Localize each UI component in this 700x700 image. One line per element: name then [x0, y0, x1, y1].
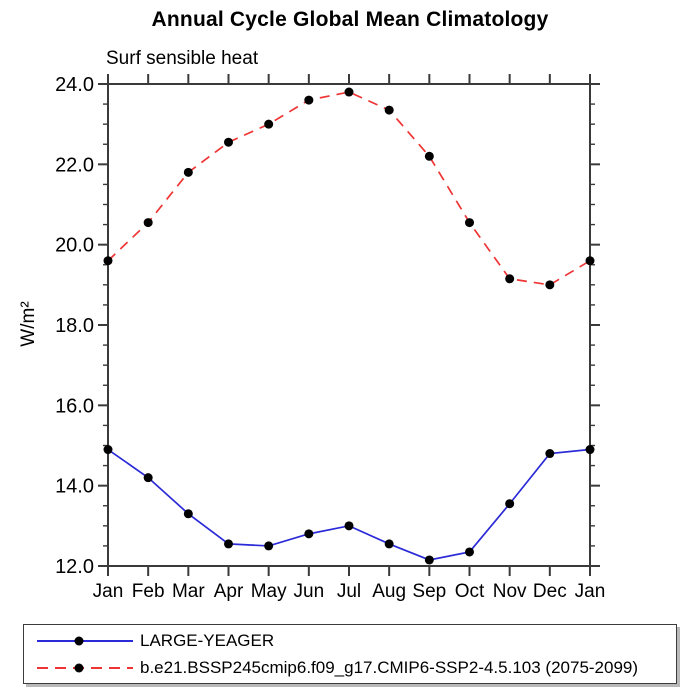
legend-box: LARGE-YEAGER b.e21.BSSP245cmip6.f09_g17.…: [23, 624, 677, 684]
data-point-marker: [505, 499, 515, 509]
x-tick-label: Sep: [412, 581, 446, 602]
legend-line-dashed-sample: [37, 663, 133, 672]
y-tick-label: 12.0: [55, 556, 94, 578]
data-point-marker: [505, 274, 515, 284]
data-point-marker: [384, 105, 394, 115]
data-point-marker: [304, 529, 314, 539]
data-point-marker: [183, 509, 193, 519]
x-tick-label: Jan: [575, 581, 606, 602]
data-point-marker: [465, 218, 474, 228]
y-tick-label: 14.0: [55, 476, 94, 498]
data-point-marker: [465, 547, 474, 557]
series-line-solid: [107, 448, 591, 561]
data-point-marker: [384, 539, 394, 549]
data-point-marker: [264, 119, 274, 129]
data-point-marker: [424, 151, 434, 161]
plot-frame: [107, 83, 591, 567]
data-point-marker: [224, 539, 233, 549]
data-point-marker: [304, 95, 314, 105]
y-tick-label: 18.0: [55, 315, 94, 337]
data-point-marker: [103, 256, 113, 266]
y-tick-label: 22.0: [55, 154, 94, 176]
x-tick-label: Aug: [372, 581, 406, 602]
legend-item-ssp245: b.e21.BSSP245cmip6.f09_g17.CMIP6-SSP2-4.…: [24, 655, 676, 681]
y-tick-label: 16.0: [55, 395, 94, 417]
data-point-marker: [585, 256, 595, 266]
x-tick-label: Jul: [337, 581, 361, 602]
legend-label: b.e21.BSSP245cmip6.f09_g17.CMIP6-SSP2-4.…: [140, 657, 639, 677]
data-point-marker: [545, 280, 555, 290]
x-tick-label: Dec: [533, 581, 567, 602]
chart-subtitle: Surf sensible heat: [106, 48, 259, 69]
x-tick-label: May: [251, 581, 287, 602]
data-point-marker: [585, 445, 595, 455]
data-point-marker: [143, 473, 153, 483]
x-tick-label: Jun: [294, 581, 325, 602]
data-point-marker: [183, 167, 193, 177]
data-point-marker: [264, 541, 274, 551]
data-point-marker: [424, 555, 434, 565]
legend-line-solid-sample: [37, 636, 133, 645]
y-tick-label: 24.0: [55, 74, 94, 96]
legend-label: LARGE-YEAGER: [140, 630, 275, 650]
data-point-marker: [143, 218, 153, 228]
series-line-dashed: [107, 91, 591, 286]
chart-title: Annual Cycle Global Mean Climatology: [151, 8, 549, 31]
data-point-marker: [103, 445, 113, 455]
data-point-marker: [344, 521, 354, 531]
legend-marker-icon: [74, 636, 84, 645]
x-tick-label: Feb: [132, 581, 165, 602]
x-tick-label: Apr: [214, 581, 244, 602]
plot-area: 12.0 14.0 16.0 18.0 20.0 22.0 24.0 Jan Feb Mar Apr…: [55, 74, 606, 602]
legend-item-large-yeager: LARGE-YEAGER: [24, 628, 676, 654]
data-point-marker: [344, 87, 354, 97]
x-tick-label: Nov: [493, 581, 527, 602]
y-tick-label: 20.0: [55, 235, 94, 257]
x-tick-label: Jan: [93, 581, 124, 602]
data-point-marker: [545, 449, 555, 459]
data-point-marker: [224, 137, 233, 147]
x-tick-label: Oct: [455, 581, 485, 602]
legend-marker-icon: [74, 663, 84, 672]
x-tick-label: Mar: [172, 581, 205, 602]
